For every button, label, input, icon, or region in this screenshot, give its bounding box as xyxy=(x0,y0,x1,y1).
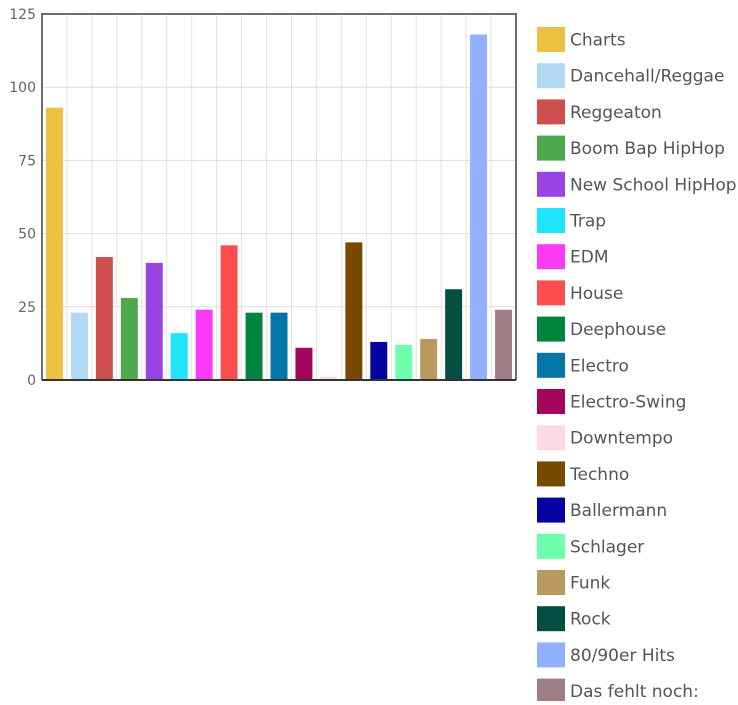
legend-item[interactable]: Rock xyxy=(537,606,611,632)
bar[interactable] xyxy=(295,347,313,380)
bar[interactable] xyxy=(470,34,488,380)
bar[interactable] xyxy=(495,309,513,380)
legend-label: Electro xyxy=(570,356,629,376)
legend-label: Ballermann xyxy=(570,501,667,521)
legend-swatch xyxy=(537,570,565,595)
bar[interactable] xyxy=(320,377,338,380)
legend-label: Deephouse xyxy=(570,320,666,340)
y-tick-label: 125 xyxy=(9,7,36,23)
legend-swatch xyxy=(537,27,565,52)
legend-label: New School HipHop xyxy=(570,175,737,195)
bar[interactable] xyxy=(345,242,363,380)
bars xyxy=(45,34,513,381)
legend-swatch xyxy=(537,352,565,378)
bar[interactable] xyxy=(220,245,238,380)
legend-item[interactable]: Downtempo xyxy=(537,425,673,451)
legend-label: Funk xyxy=(570,574,610,594)
legend-label: House xyxy=(570,284,623,304)
legend-item[interactable]: Das fehlt noch: xyxy=(537,678,699,704)
bar[interactable] xyxy=(195,309,213,380)
legend-item[interactable]: Reggeaton xyxy=(537,99,662,125)
y-tick-label: 50 xyxy=(18,227,36,243)
legend-swatch xyxy=(537,280,565,306)
legend-label: 80/90er Hits xyxy=(570,646,675,666)
legend-label: Techno xyxy=(569,465,629,485)
bar[interactable] xyxy=(120,298,138,380)
legend-label: Reggeaton xyxy=(570,103,662,123)
bar[interactable] xyxy=(420,339,438,380)
legend-label: Schlager xyxy=(570,537,644,557)
y-tick-label: 100 xyxy=(9,80,36,96)
y-tick-label: 75 xyxy=(18,153,36,169)
legend-swatch xyxy=(537,606,565,632)
bar[interactable] xyxy=(445,289,463,380)
legend-item[interactable]: House xyxy=(537,280,623,306)
legend-swatch xyxy=(537,316,565,342)
bar[interactable] xyxy=(245,312,263,380)
bar[interactable] xyxy=(145,262,163,380)
bar[interactable] xyxy=(395,344,413,380)
legend-label: Electro-Swing xyxy=(570,393,686,413)
bar[interactable] xyxy=(370,341,388,380)
legend-swatch xyxy=(537,171,565,197)
legend-swatch xyxy=(537,389,565,414)
legend-item[interactable]: EDM xyxy=(537,244,609,270)
y-tick-label: 0 xyxy=(27,373,36,389)
legend-swatch xyxy=(537,63,565,89)
bar[interactable] xyxy=(45,107,63,381)
bar[interactable] xyxy=(170,333,188,380)
axes xyxy=(41,13,517,381)
legend-label: Trap xyxy=(569,212,606,232)
legend-item[interactable]: Deephouse xyxy=(537,316,666,342)
legend-item[interactable]: Trap xyxy=(537,208,606,233)
legend-label: Das fehlt noch: xyxy=(570,682,699,701)
legend-label: Dancehall/Reggae xyxy=(570,67,724,87)
bar[interactable] xyxy=(270,312,288,380)
legend-swatch xyxy=(537,425,565,451)
legend-swatch xyxy=(537,461,565,487)
legend-item[interactable]: Funk xyxy=(537,570,610,595)
legend-item[interactable]: Ballermann xyxy=(537,497,667,523)
bar[interactable] xyxy=(70,312,88,380)
legend-item[interactable]: Techno xyxy=(537,461,629,487)
legend-swatch xyxy=(537,678,565,704)
legend-swatch xyxy=(537,642,565,668)
legend-label: EDM xyxy=(570,248,609,268)
y-tick-labels: 0 25 50 75 100 125 xyxy=(9,7,36,389)
grid-lines xyxy=(41,13,517,381)
bar[interactable] xyxy=(95,257,113,380)
legend-swatch xyxy=(537,533,565,559)
y-tick-label: 25 xyxy=(18,300,36,316)
legend-label: Rock xyxy=(570,610,611,630)
legend-swatch xyxy=(537,497,565,523)
legend-label: Boom Bap HipHop xyxy=(570,139,725,159)
legend-item[interactable]: Boom Bap HipHop xyxy=(537,135,725,161)
legend-item[interactable]: 80/90er Hits xyxy=(537,642,675,668)
legend-item[interactable]: Schlager xyxy=(537,533,644,559)
legend-item[interactable]: New School HipHop xyxy=(537,171,737,197)
legend-swatch xyxy=(537,99,565,125)
legend-item[interactable]: Electro xyxy=(537,352,629,378)
legend-swatch xyxy=(537,244,565,270)
legend[interactable]: Charts Dancehall/Reggae Reggeaton Boom Bap … xyxy=(537,27,737,704)
plot-frame xyxy=(41,13,517,380)
legend-item[interactable]: Electro-Swing xyxy=(537,389,686,414)
legend-item[interactable]: Charts xyxy=(537,27,626,52)
legend-swatch xyxy=(537,135,565,161)
legend-item[interactable]: Dancehall/Reggae xyxy=(537,63,724,89)
legend-label: Charts xyxy=(570,31,626,51)
legend-swatch xyxy=(537,208,565,233)
legend-label: Downtempo xyxy=(570,429,673,449)
